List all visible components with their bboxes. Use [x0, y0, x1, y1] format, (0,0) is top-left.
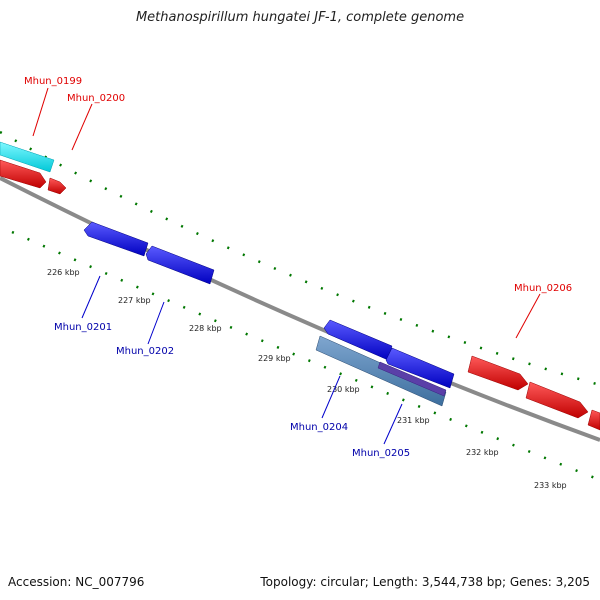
gene-mhun-0208-arrow[interactable] — [587, 409, 600, 431]
gene-label-mhun-0201[interactable]: Mhun_0201 — [54, 322, 112, 333]
gene-mhun-0207-arrow[interactable] — [525, 381, 589, 419]
cds-mhun-0199[interactable] — [0, 141, 55, 173]
gene-label-mhun-0200[interactable]: Mhun_0200 — [67, 93, 125, 104]
map-title: Methanospirillum hungatei JF-1, complete… — [135, 10, 465, 25]
leader-mhun-0205 — [383, 403, 403, 445]
gene-mhun-0199-arrow[interactable] — [0, 159, 47, 189]
leader-mhun-0201 — [81, 275, 101, 319]
leader-mhun-0204 — [321, 375, 341, 419]
cds-mhun-0205[interactable] — [377, 361, 447, 397]
accession-text: Accession: NC_007796 — [8, 575, 145, 589]
inner-tick-ring — [11, 230, 600, 482]
tick-label-231: 231 kbp — [397, 416, 430, 425]
gene-label-mhun-0206[interactable]: Mhun_0206 — [514, 283, 572, 294]
leader-mhun-0199 — [32, 87, 49, 137]
outer-tick-ring — [0, 130, 600, 387]
tick-label-233: 233 kbp — [534, 481, 567, 490]
tick-label-229: 229 kbp — [258, 354, 291, 363]
leader-mhun-0206 — [515, 293, 541, 339]
tick-label-226: 226 kbp — [47, 268, 80, 277]
gene-label-mhun-0205[interactable]: Mhun_0205 — [352, 448, 410, 459]
gene-mhun-0206-arrow[interactable] — [467, 355, 529, 391]
gene-mhun-0204-arrow[interactable] — [385, 347, 455, 389]
gene-mhun-0200-arrow[interactable] — [47, 177, 67, 195]
gene-mhun-0202-arrow[interactable] — [145, 245, 215, 285]
genome-summary-text: Topology: circular; Length: 3,544,738 bp… — [260, 575, 590, 589]
gene-label-mhun-0204[interactable]: Mhun_0204 — [290, 422, 348, 433]
leader-mhun-0202 — [147, 301, 165, 345]
tick-label-228: 228 kbp — [189, 324, 222, 333]
gene-label-mhun-0202[interactable]: Mhun_0202 — [116, 346, 174, 357]
gene-label-mhun-0199[interactable]: Mhun_0199 — [24, 76, 82, 87]
leader-mhun-0200 — [71, 103, 93, 151]
tick-label-230: 230 kbp — [327, 385, 360, 394]
gene-mhun-0201-arrow[interactable] — [83, 221, 149, 257]
genome-backbone — [0, 176, 600, 442]
tick-label-227: 227 kbp — [118, 296, 151, 305]
tick-label-232: 232 kbp — [466, 448, 499, 457]
